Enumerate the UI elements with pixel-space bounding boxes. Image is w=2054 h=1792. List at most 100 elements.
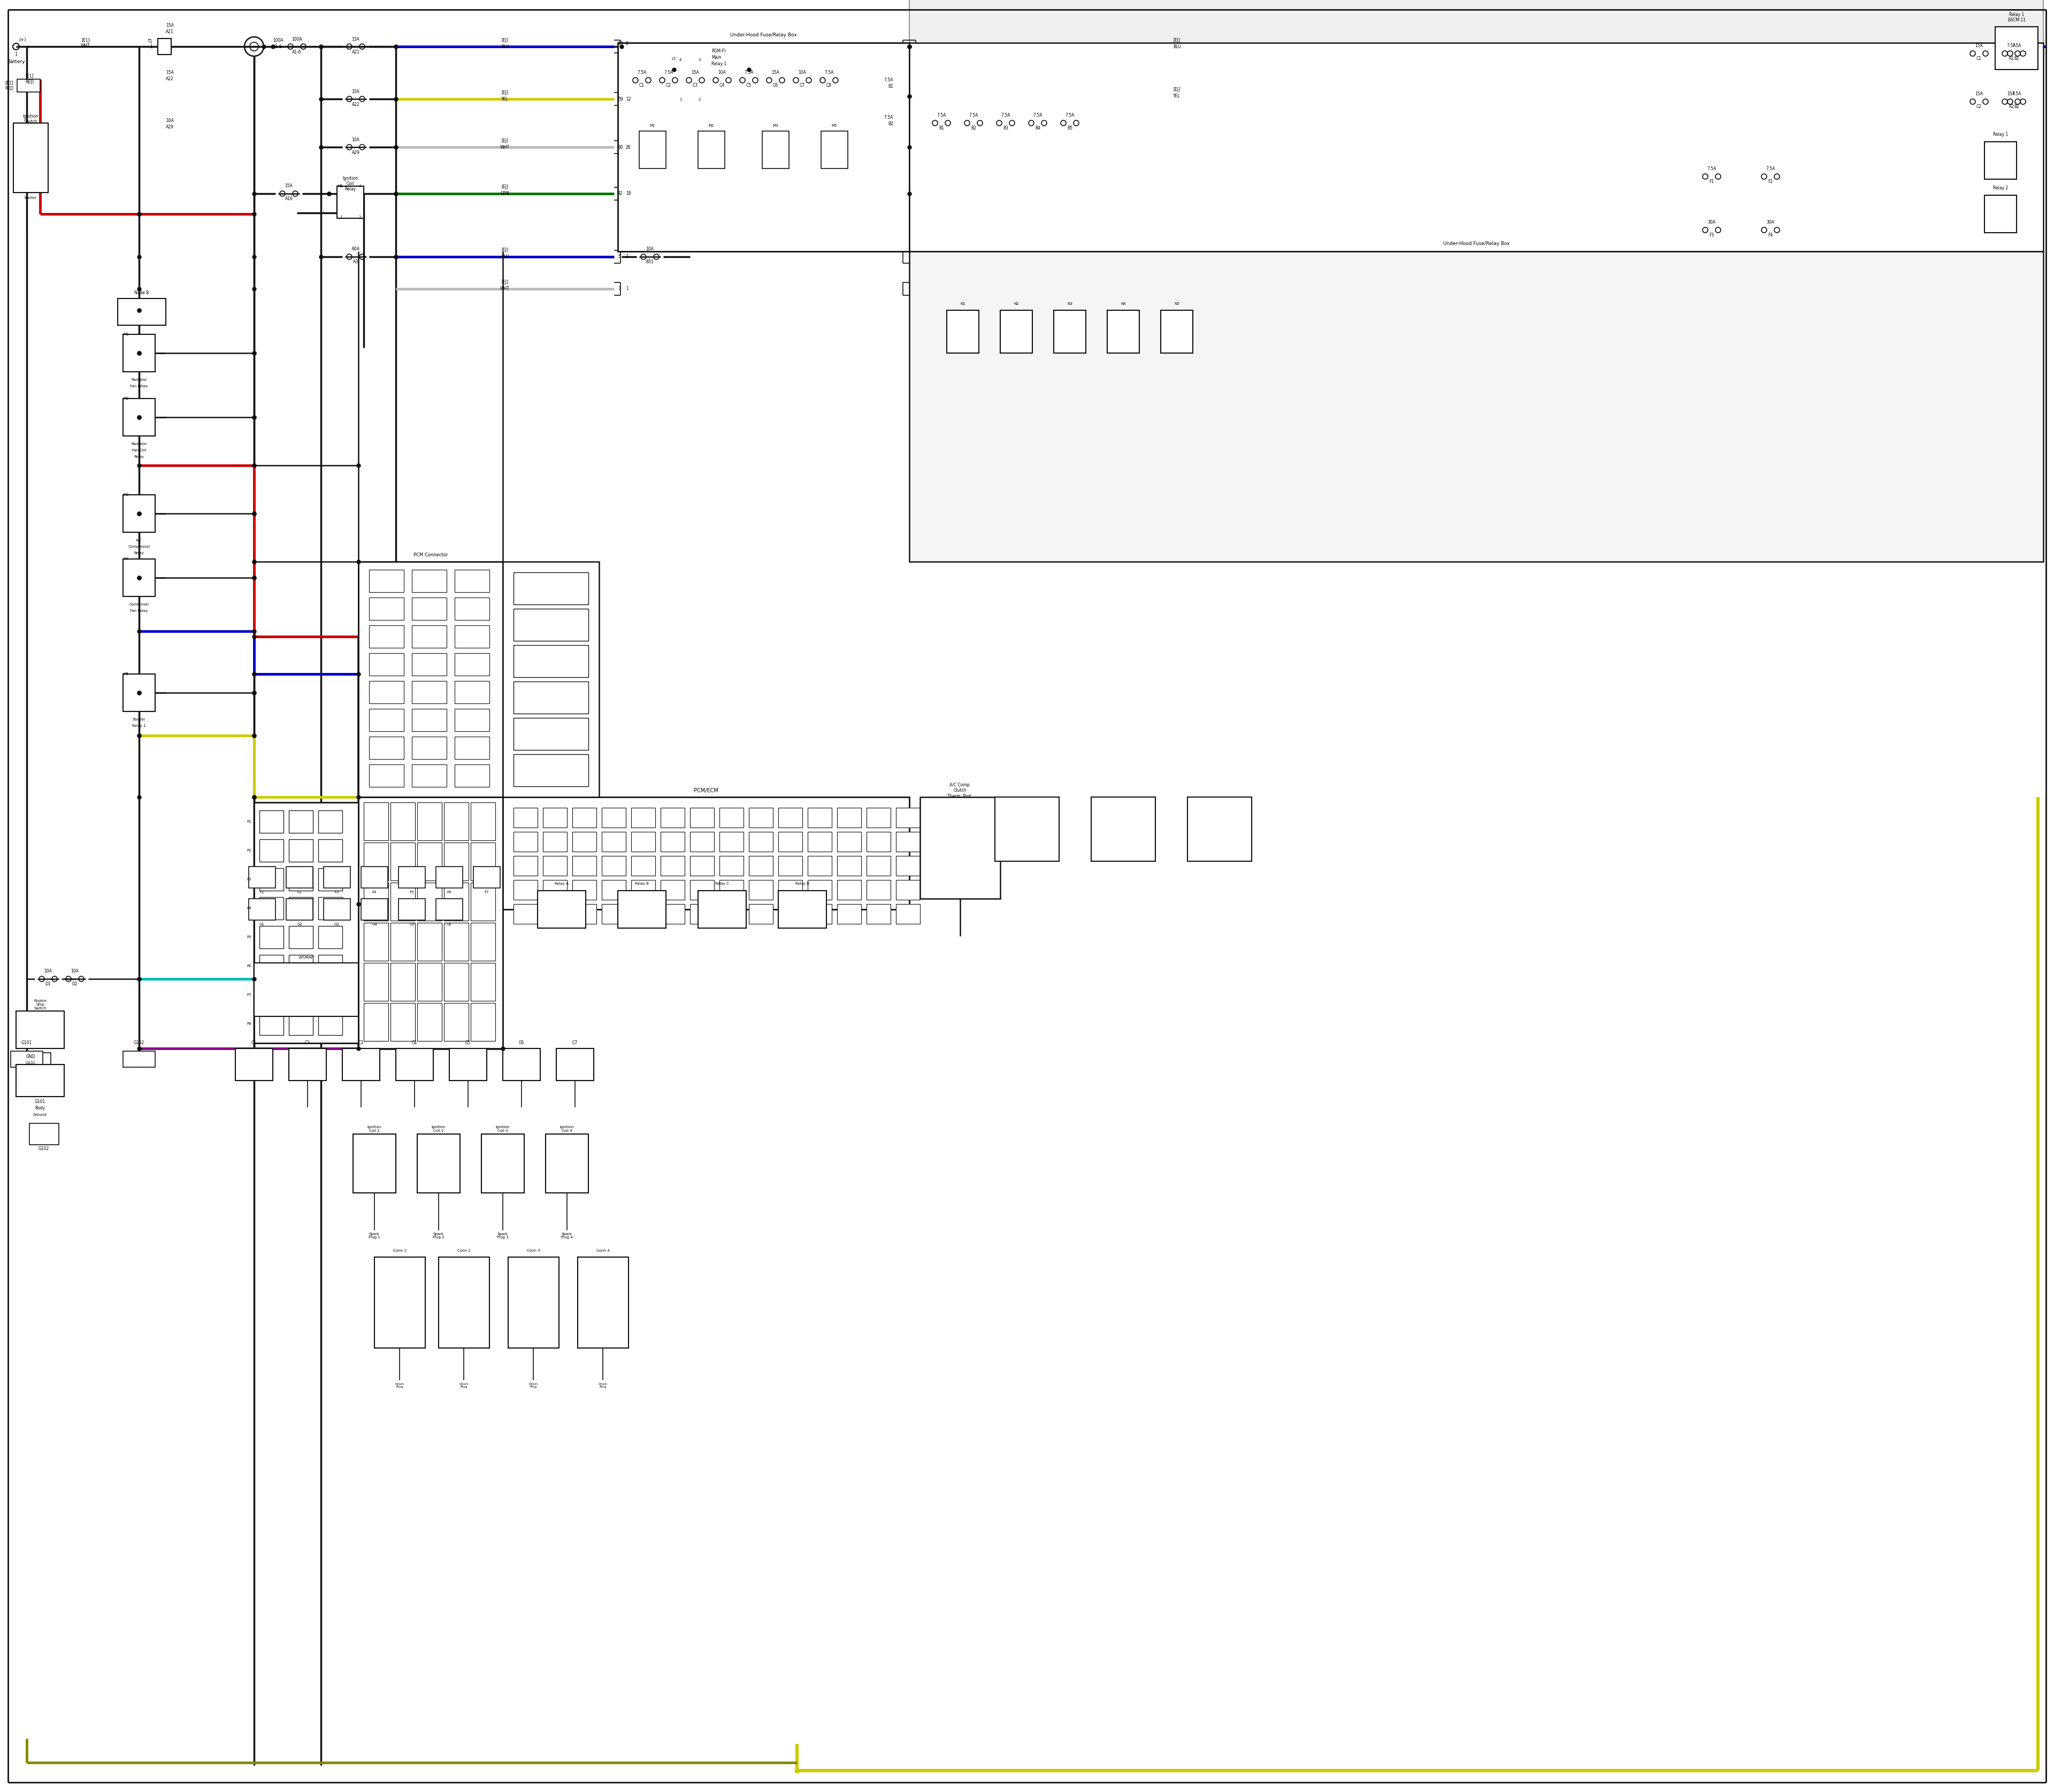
Text: Relay C: Relay C — [715, 882, 729, 885]
Bar — [318, 955, 343, 977]
Bar — [661, 831, 684, 851]
Text: [EJ]: [EJ] — [501, 247, 509, 253]
Bar — [557, 1048, 594, 1081]
Text: [EJ]: [EJ] — [501, 138, 509, 143]
Bar — [602, 831, 626, 851]
Bar — [573, 831, 596, 851]
Bar — [259, 810, 283, 833]
Bar — [255, 803, 357, 1043]
Bar — [631, 808, 655, 828]
Bar — [413, 737, 446, 760]
Bar — [417, 883, 442, 921]
Text: G4: G4 — [372, 923, 378, 926]
Text: Switch: Switch — [25, 120, 37, 124]
Bar — [364, 1004, 388, 1041]
Text: Ignition
Coil 1: Ignition Coil 1 — [368, 1125, 382, 1133]
Bar — [123, 495, 156, 532]
Text: Relay 2: Relay 2 — [1992, 186, 2009, 190]
Text: 59: 59 — [618, 97, 622, 102]
Text: RED: RED — [25, 81, 33, 84]
Text: PCM/ECM: PCM/ECM — [694, 788, 719, 794]
Bar — [542, 808, 567, 828]
Text: M2: M2 — [709, 124, 715, 127]
Bar — [1000, 310, 1033, 353]
Text: Main: Main — [711, 56, 721, 59]
Bar — [454, 737, 489, 760]
Bar — [661, 880, 684, 900]
Text: M1: M1 — [649, 124, 655, 127]
Text: Conn 1: Conn 1 — [392, 1249, 407, 1253]
Text: R1: R1 — [2009, 56, 2013, 61]
Bar — [750, 857, 772, 876]
Text: PGM-FI: PGM-FI — [711, 48, 725, 54]
Bar — [1091, 797, 1154, 862]
Bar — [370, 652, 405, 676]
Bar — [364, 962, 388, 1002]
Text: 3: 3 — [339, 185, 341, 188]
Text: Relay: Relay — [345, 186, 355, 192]
Text: M2: M2 — [123, 396, 129, 400]
Text: P2: P2 — [246, 849, 251, 853]
Text: B1: B1 — [2013, 56, 2019, 61]
Text: 10A: 10A — [799, 70, 807, 75]
Text: Under-Hood Fuse/Relay Box: Under-Hood Fuse/Relay Box — [1444, 240, 1510, 246]
Bar — [1187, 797, 1251, 862]
Text: C2: C2 — [304, 1041, 310, 1045]
Bar — [286, 867, 312, 889]
Bar — [290, 926, 312, 948]
Bar — [444, 803, 468, 840]
Bar — [807, 857, 832, 876]
Bar — [618, 891, 665, 928]
Bar — [926, 104, 1087, 229]
Bar — [573, 903, 596, 925]
Bar — [920, 797, 1000, 898]
Text: (+): (+) — [18, 38, 27, 43]
Text: 2: 2 — [359, 215, 362, 219]
Text: 7.5A: 7.5A — [2007, 43, 2015, 48]
Text: A29: A29 — [166, 124, 175, 129]
Text: Relay A: Relay A — [555, 882, 569, 885]
Bar — [807, 831, 832, 851]
Text: Conn 4: Conn 4 — [596, 1249, 610, 1253]
Bar — [939, 172, 965, 202]
Text: G5: G5 — [409, 923, 415, 926]
Bar — [602, 903, 626, 925]
Text: 26: 26 — [626, 145, 631, 149]
Bar — [573, 880, 596, 900]
Text: 15A: 15A — [692, 70, 698, 75]
Text: Drain
Plug: Drain Plug — [528, 1383, 538, 1389]
Bar — [318, 926, 343, 948]
Bar — [631, 831, 655, 851]
Text: Spark
Plug 4: Spark Plug 4 — [561, 1233, 573, 1238]
Bar — [318, 867, 343, 891]
Text: M3: M3 — [123, 493, 129, 496]
Bar — [867, 857, 891, 876]
Text: C1: C1 — [639, 82, 645, 88]
Bar — [719, 831, 744, 851]
Text: 15A: 15A — [2007, 91, 2015, 97]
Bar — [896, 903, 920, 925]
Bar — [390, 1004, 415, 1041]
Bar — [503, 797, 910, 909]
Text: C5: C5 — [466, 1041, 470, 1045]
Bar — [450, 1048, 487, 1081]
Text: M1: M1 — [123, 333, 129, 335]
Bar — [947, 310, 980, 353]
Bar — [867, 808, 891, 828]
Text: C2: C2 — [1976, 104, 1982, 109]
Bar — [807, 903, 832, 925]
Text: A29: A29 — [351, 151, 359, 154]
Text: Coil: Coil — [347, 181, 353, 186]
Bar — [290, 1012, 312, 1036]
Text: Relay: Relay — [134, 552, 144, 556]
Bar — [698, 891, 746, 928]
Bar — [690, 903, 715, 925]
Text: F1: F1 — [1709, 179, 1715, 185]
Bar — [16, 1011, 64, 1048]
Text: Relay: Relay — [134, 455, 144, 459]
Text: B5: B5 — [1068, 125, 1072, 131]
Bar — [390, 842, 415, 880]
Text: 42: 42 — [618, 192, 622, 195]
Text: [E1]: [E1] — [25, 73, 33, 79]
Text: P1: P1 — [246, 821, 251, 823]
